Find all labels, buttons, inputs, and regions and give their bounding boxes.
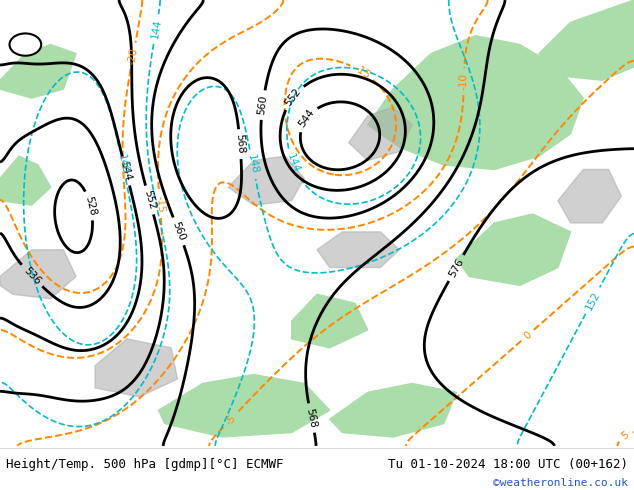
Text: 144: 144 [150,19,162,40]
Text: -20: -20 [127,47,139,65]
Text: -15: -15 [154,196,165,213]
Text: 148: 148 [246,154,259,175]
Text: ©weatheronline.co.uk: ©weatheronline.co.uk [493,478,628,488]
Text: 568: 568 [234,134,246,154]
Text: 0: 0 [522,329,533,341]
Polygon shape [228,156,304,205]
Polygon shape [0,45,76,98]
Text: 576: 576 [447,257,465,279]
Text: 140: 140 [116,153,129,175]
Text: 552: 552 [283,86,303,108]
Text: Height/Temp. 500 hPa [gdmp][°C] ECMWF: Height/Temp. 500 hPa [gdmp][°C] ECMWF [6,458,284,471]
Text: -15: -15 [353,63,372,81]
Text: 552: 552 [142,189,157,211]
Text: 144: 144 [285,152,301,174]
Polygon shape [0,156,51,205]
Circle shape [10,33,41,56]
Text: 560: 560 [257,95,269,116]
Text: -10: -10 [458,73,469,90]
Polygon shape [558,170,621,223]
Text: 536: 536 [22,265,42,287]
Text: Tu 01-10-2024 18:00 UTC (00+162): Tu 01-10-2024 18:00 UTC (00+162) [387,458,628,471]
Polygon shape [368,36,583,170]
Text: 544: 544 [297,108,316,129]
Text: 560: 560 [171,220,187,243]
Polygon shape [317,232,399,268]
Text: 568: 568 [304,407,318,429]
Text: 544: 544 [119,160,133,182]
Polygon shape [0,250,76,299]
Text: 5: 5 [620,430,631,442]
Polygon shape [539,0,634,80]
Polygon shape [330,384,456,437]
Text: -5: -5 [223,413,238,427]
Text: 152: 152 [583,290,602,312]
Polygon shape [456,214,571,285]
Polygon shape [349,107,412,161]
Polygon shape [292,294,368,348]
Polygon shape [158,374,330,437]
Text: 528: 528 [83,195,98,217]
Polygon shape [95,339,178,397]
